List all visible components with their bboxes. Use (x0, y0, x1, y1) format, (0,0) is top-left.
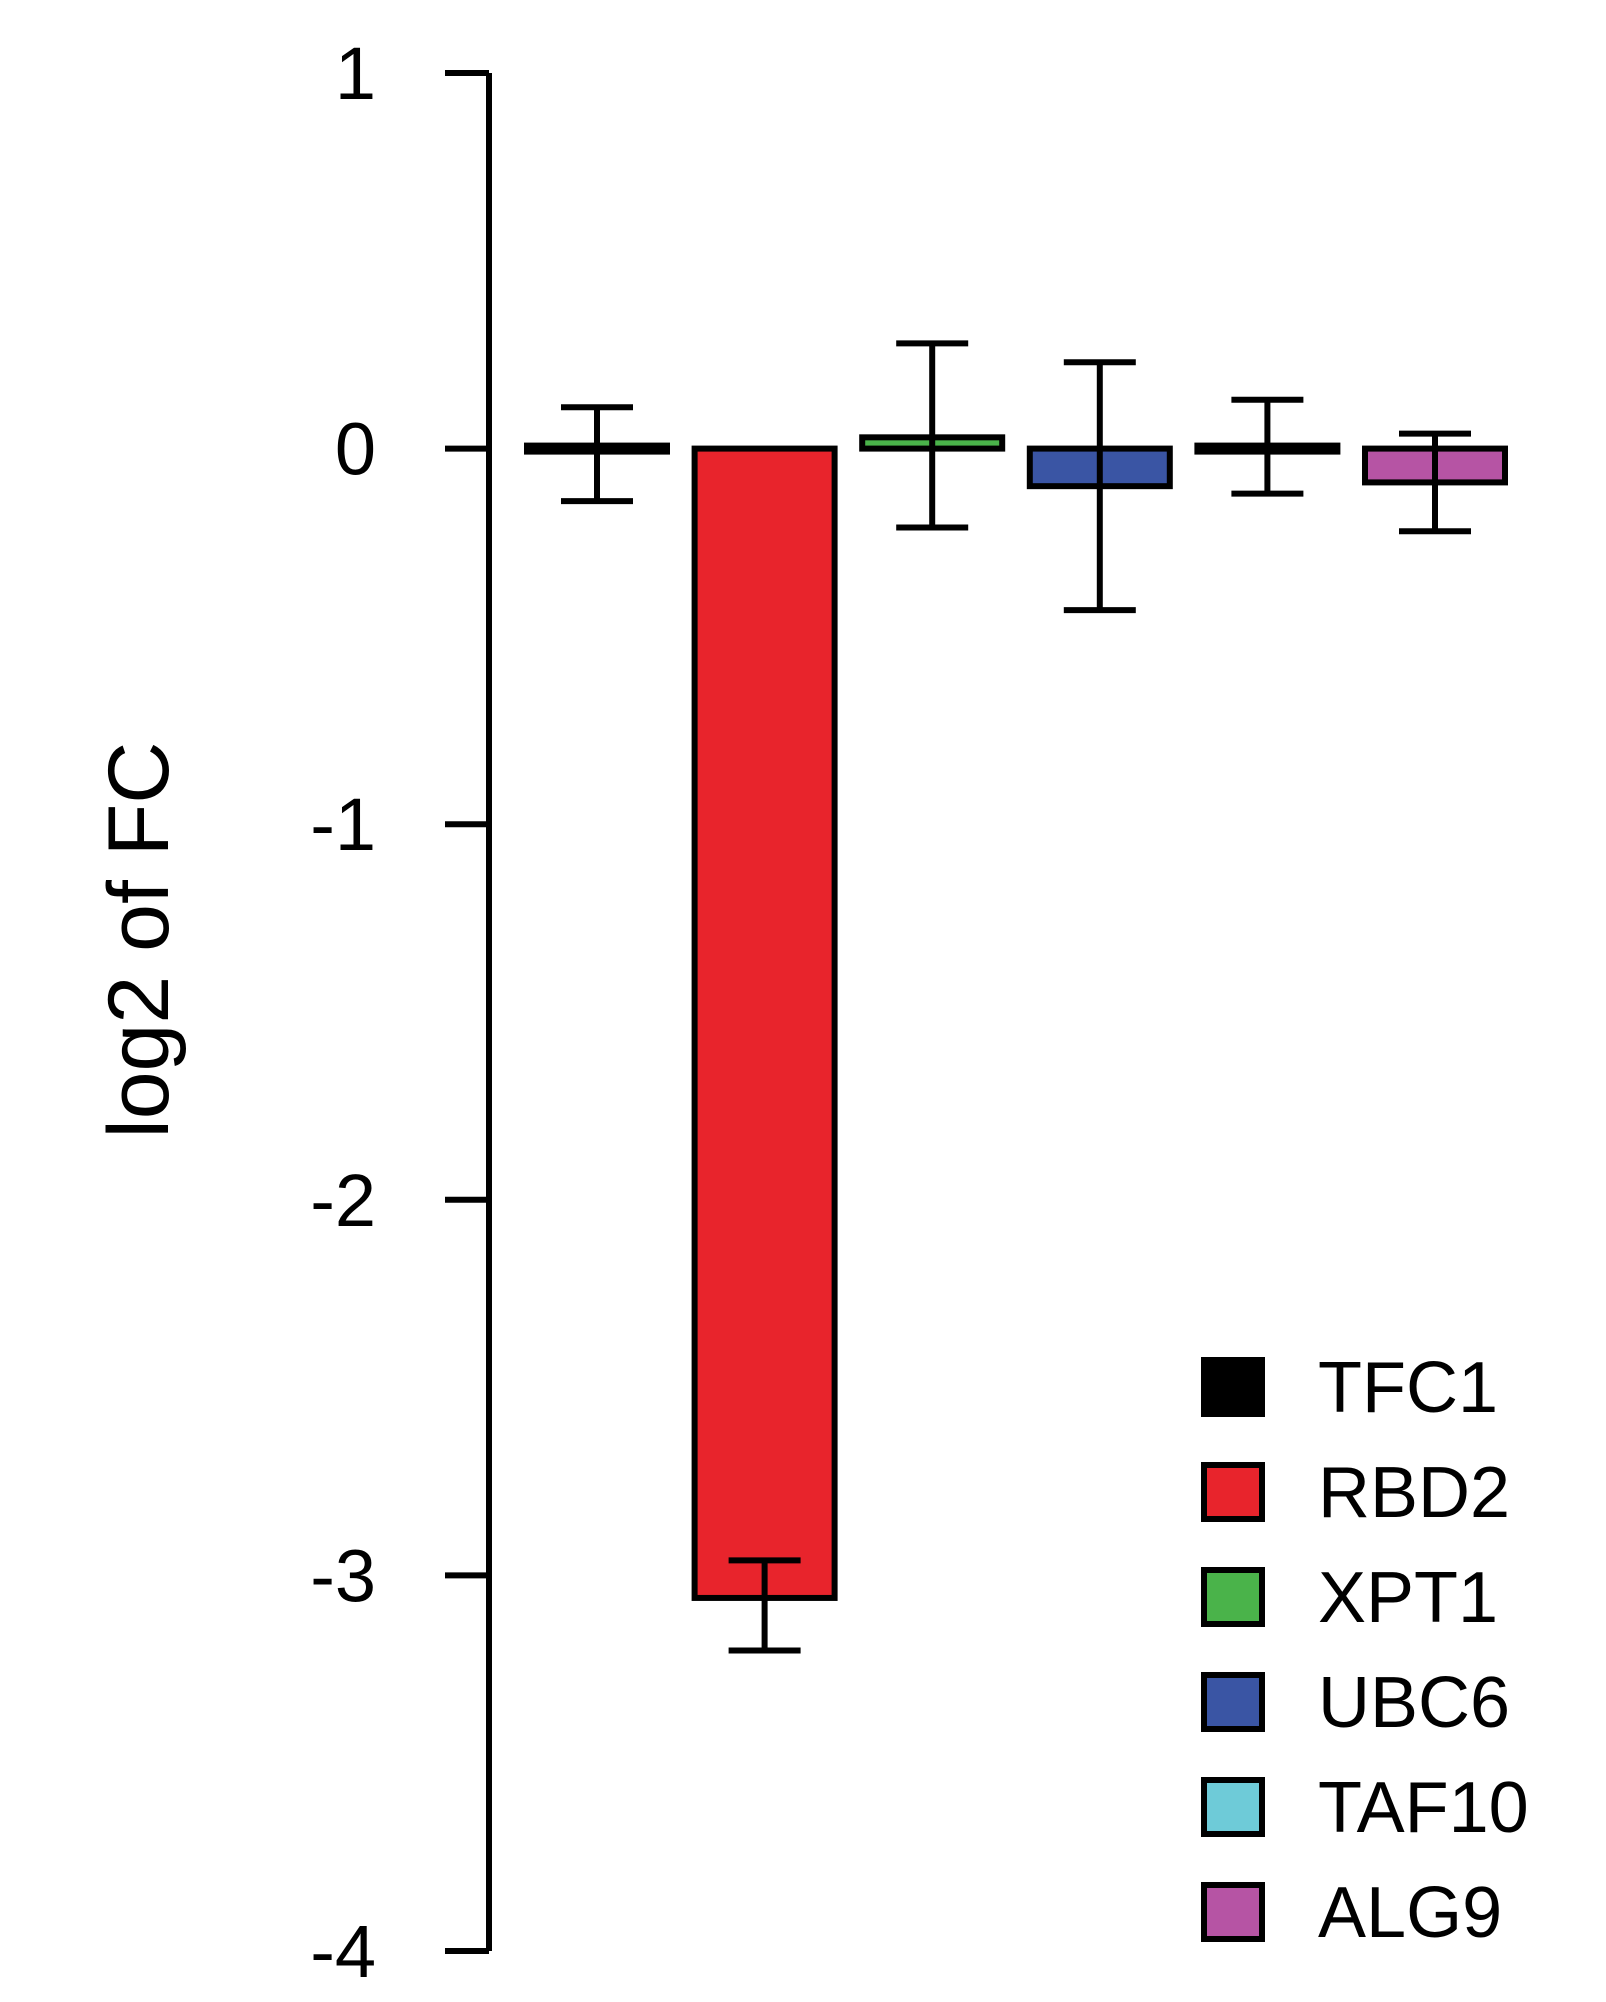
legend-label: RBD2 (1318, 1453, 1510, 1533)
legend-label: TFC1 (1318, 1348, 1498, 1428)
legend-swatch (1201, 1672, 1265, 1732)
y-tick-label: 0 (335, 408, 376, 491)
legend-swatch (1201, 1777, 1265, 1837)
bars (524, 434, 1508, 1601)
legend-item-tfc1: TFC1 (1201, 1348, 1498, 1428)
legend: TFC1 RBD2 XPT1 UBC6 TAF10 ALG9 (1201, 1348, 1529, 1953)
legend-swatch (1201, 1462, 1265, 1522)
legend-label: ALG9 (1318, 1873, 1502, 1953)
y-tick-label: 1 (335, 32, 376, 115)
legend-item-xpt1: XPT1 (1201, 1558, 1498, 1638)
error-bar-taf10 (1231, 396, 1304, 497)
error-bar-xpt1 (896, 340, 969, 531)
legend-item-ubc6: UBC6 (1201, 1663, 1510, 1743)
y-tick-label: -4 (310, 1910, 376, 1993)
y-tick-label: -1 (310, 783, 376, 866)
legend-label: UBC6 (1318, 1663, 1510, 1743)
error-bar-rbd2 (728, 1557, 801, 1654)
error-bar-tfc1 (561, 404, 633, 505)
y-axis-ticks: 1 0 -1 -2 -3 -4 (310, 32, 489, 1993)
error-bar-ubc6 (1063, 359, 1136, 614)
legend-swatch (1201, 1567, 1265, 1627)
legend-swatch (1201, 1882, 1265, 1942)
legend-item-rbd2: RBD2 (1201, 1453, 1510, 1533)
y-axis-title: log2 of FC (91, 742, 187, 1139)
y-tick-label: -2 (310, 1159, 376, 1242)
legend-label: TAF10 (1318, 1768, 1529, 1848)
legend-swatch (1201, 1357, 1265, 1417)
bar-rbd2 (691, 445, 838, 1601)
legend-item-taf10: TAF10 (1201, 1768, 1529, 1848)
legend-label: XPT1 (1318, 1558, 1498, 1638)
error-bar-alg9 (1399, 430, 1471, 535)
y-tick-label: -3 (310, 1534, 376, 1617)
error-bars (561, 340, 1471, 1654)
legend-item-alg9: ALG9 (1201, 1873, 1502, 1953)
